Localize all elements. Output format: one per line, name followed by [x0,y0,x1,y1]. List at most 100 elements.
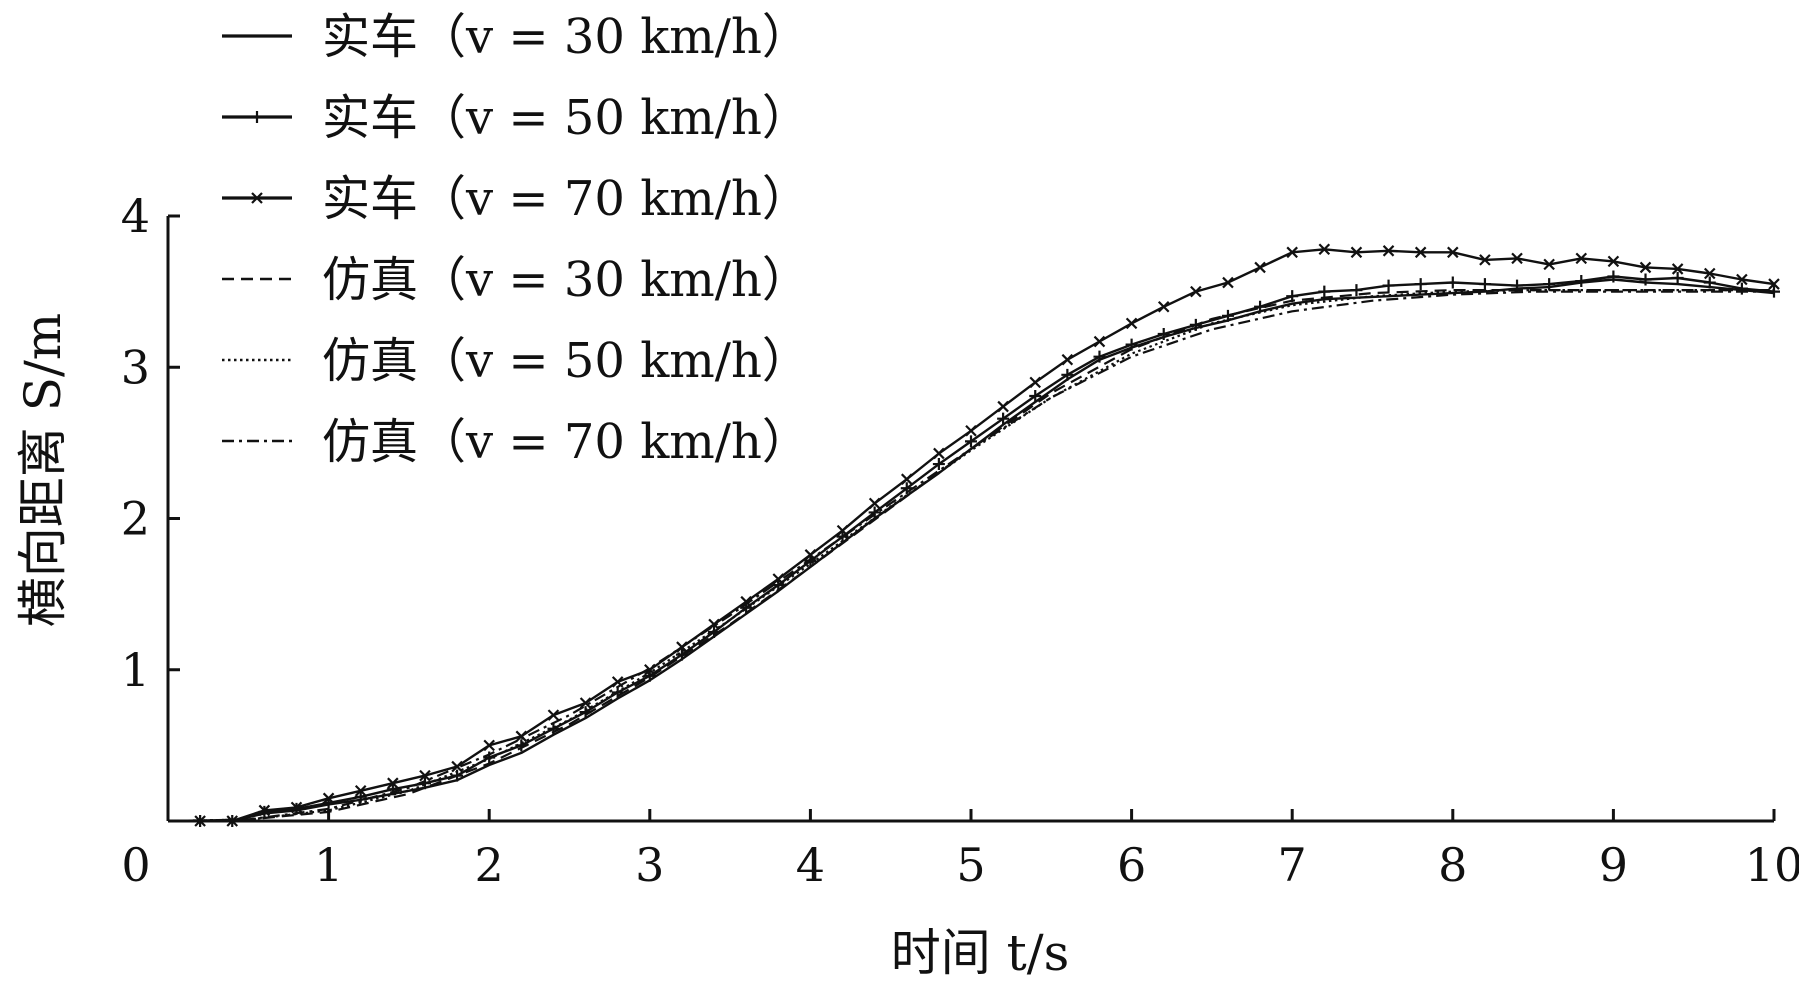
data-point-marker [483,739,495,752]
legend-marker [251,111,263,123]
y-tick-label: 2 [121,492,150,546]
x-tick-label: 10 [1745,838,1799,892]
data-point-marker [1350,246,1363,259]
data-point-marker [997,400,1009,413]
x-tick-label: 7 [1278,838,1307,892]
data-point-marker [1671,272,1684,285]
legend-label: 实车（v = 50 km/h） [322,90,810,146]
series-line [200,248,1775,823]
data-point-marker [1029,376,1042,389]
data-point-marker [1703,267,1716,280]
data-point-marker [997,412,1010,425]
y-tick-label: 3 [121,340,150,394]
data-point-marker [1607,255,1620,268]
data-point-marker [290,801,303,814]
data-point-marker [419,769,431,782]
data-point-marker [354,784,367,797]
data-point-marker [1639,273,1652,286]
x-tick-label: 0 [121,838,150,892]
data-point-marker [386,783,399,796]
series-2 [194,270,1780,827]
y-tick-label: 4 [121,189,150,243]
series-group [167,243,1780,827]
legend-label: 仿真（v = 50 km/h） [322,333,810,389]
data-point-marker [1478,278,1491,291]
y-axis-title: 横向距离 S/m [14,313,72,627]
data-point-marker [1157,300,1170,313]
tick-labels: 0 1 2 3 4 5 6 7 8 9 10 1 2 3 4 [121,189,1799,892]
y-tick-label: 1 [121,643,150,697]
data-point-marker [1575,275,1588,288]
x-tick-label: 1 [314,838,343,892]
data-point-marker [1447,246,1459,259]
data-point-marker [1029,389,1042,402]
data-point-marker [1093,350,1106,363]
data-point-marker [868,506,881,519]
data-point-marker [1061,353,1074,366]
data-point-marker [1479,254,1491,266]
legend-item: 仿真（v = 70 km/h） [222,414,810,470]
data-point-marker [932,458,945,471]
data-point-marker [868,497,881,510]
data-point-marker [1511,252,1523,265]
legend-label: 实车（v = 70 km/h） [322,171,810,227]
data-point-marker [1254,261,1266,274]
data-point-marker [1736,273,1748,286]
data-point-marker [933,447,945,460]
legend-item: 仿真（v = 50 km/h） [222,333,810,389]
legend-label: 实车（v = 30 km/h） [322,9,810,65]
series-line [167,290,1774,823]
data-point-marker [1639,261,1652,274]
data-point-marker [547,709,560,721]
x-tick-label: 3 [635,838,664,892]
data-point-marker [322,792,335,805]
data-point-marker [1414,246,1427,259]
data-point-marker [1125,317,1138,330]
data-point-marker [1671,263,1684,275]
series-3 [194,243,1780,827]
legend-label: 仿真（v = 30 km/h） [322,252,810,308]
data-point-marker [1318,285,1331,298]
legend-item: 实车（v = 70 km/h） [222,171,810,227]
x-tick-label: 9 [1599,838,1628,892]
data-point-marker [515,730,528,743]
legend: 实车（v = 30 km/h） 实车（v = 50 km/h） 实车（v = 70 … [222,9,810,470]
data-point-marker [1575,252,1588,265]
data-point-marker [1607,270,1620,283]
legend-label: 仿真（v = 70 km/h） [322,414,810,470]
data-point-marker [965,435,977,448]
series-line [167,289,1774,823]
data-point-marker [965,424,977,437]
data-point-marker [1125,338,1138,351]
data-point-marker [1222,276,1234,289]
x-tick-label: 4 [796,838,825,892]
data-point-marker [900,473,913,485]
data-point-marker [1061,368,1074,381]
data-point-marker [1286,246,1298,259]
legend-item: 仿真（v = 30 km/h） [222,252,810,308]
data-point-marker [1382,279,1395,292]
series-4 [167,289,1774,823]
data-point-marker [258,804,271,817]
data-point-marker [1543,258,1555,271]
legend-marker [251,192,263,204]
data-point-marker [1254,300,1267,313]
x-tick-label: 6 [1117,838,1146,892]
data-point-marker [772,573,785,585]
data-point-marker [1190,285,1202,298]
legend-item: 实车（v = 30 km/h） [222,9,810,65]
data-point-marker [579,697,592,709]
x-tick-label: 2 [475,838,504,892]
x-tick-label: 8 [1438,838,1467,892]
data-point-marker [387,777,399,789]
data-point-marker [1093,335,1106,348]
x-tick-label: 5 [956,838,985,892]
data-point-marker [1703,276,1716,289]
legend-item: 实车（v = 50 km/h） [222,90,810,146]
data-point-marker [226,815,239,827]
data-point-marker [1446,276,1459,289]
data-point-marker [740,595,752,608]
data-point-marker [1382,245,1395,257]
series-6 [167,290,1774,823]
